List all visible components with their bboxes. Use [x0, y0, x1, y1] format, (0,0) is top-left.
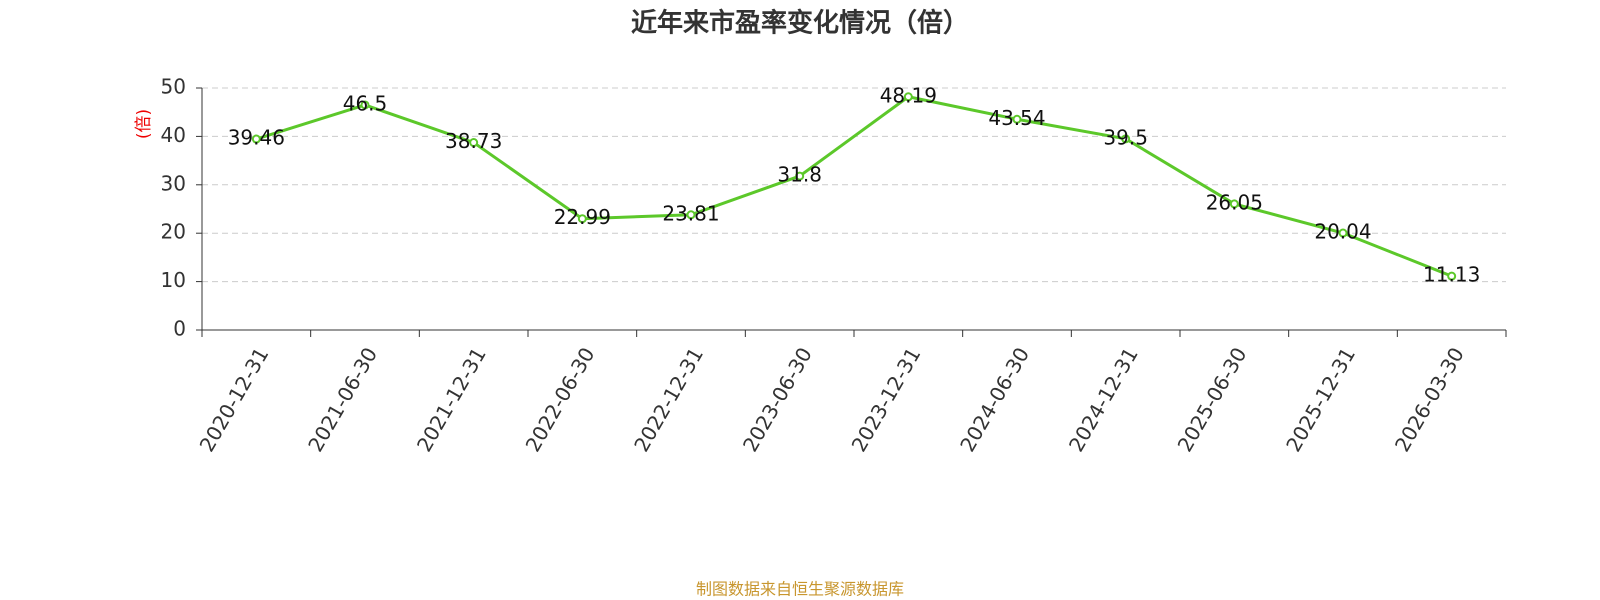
point — [686, 210, 696, 220]
x-tick-label: 2021-12-31 — [412, 343, 491, 456]
point — [1447, 271, 1457, 281]
point — [469, 138, 479, 148]
y-tick-label: 10 — [161, 268, 186, 292]
data-label: 31.8 — [777, 163, 822, 187]
y-tick-label: 30 — [161, 171, 186, 195]
point — [1229, 199, 1239, 209]
data-label: 38.73 — [445, 129, 502, 153]
data-label: 22.99 — [554, 205, 611, 229]
x-tick-label: 2025-06-30 — [1173, 343, 1252, 456]
point — [251, 134, 261, 144]
data-label: 20.04 — [1314, 220, 1371, 244]
point — [1338, 228, 1348, 238]
chart-title: 近年来市盈率变化情况（倍） — [631, 8, 969, 39]
line — [255, 95, 1453, 278]
y-tick-label: 40 — [161, 123, 186, 147]
x-tick-label: 2022-12-31 — [629, 343, 708, 456]
data-label: 39.46 — [228, 126, 285, 150]
y-tick-label: 0 — [173, 317, 186, 341]
data-label: 39.5 — [1103, 125, 1148, 149]
x-tick-label: 2024-12-31 — [1064, 343, 1143, 456]
y-axis-label: (倍) — [134, 109, 154, 139]
data-label: 46.5 — [343, 91, 388, 115]
x-tick-label: 2021-06-30 — [303, 343, 382, 456]
data-label: 26.05 — [1206, 190, 1263, 214]
y-tick-label: 50 — [161, 75, 186, 99]
point — [903, 92, 913, 102]
point — [577, 214, 587, 224]
x-tick-label: 2026-03-30 — [1390, 343, 1469, 456]
data-label: 43.54 — [988, 106, 1045, 130]
point — [795, 171, 805, 181]
point — [360, 100, 370, 110]
data-label: 23.81 — [662, 201, 719, 225]
data-label: 48.19 — [880, 83, 937, 107]
source-note: 制图数据来自恒生聚源数据库 — [696, 580, 904, 599]
point — [1121, 134, 1131, 144]
x-tick-label: 2025-12-31 — [1281, 343, 1360, 456]
x-tick-label: 2020-12-31 — [195, 343, 274, 456]
data-label: 11.13 — [1423, 263, 1480, 287]
x-tick-label: 2023-12-31 — [847, 343, 926, 456]
point — [1012, 114, 1022, 124]
x-tick-label: 2024-06-30 — [955, 343, 1034, 456]
x-tick-label: 2023-06-30 — [738, 343, 817, 456]
y-tick-label: 20 — [161, 220, 186, 244]
x-tick-label: 2022-06-30 — [521, 343, 600, 456]
